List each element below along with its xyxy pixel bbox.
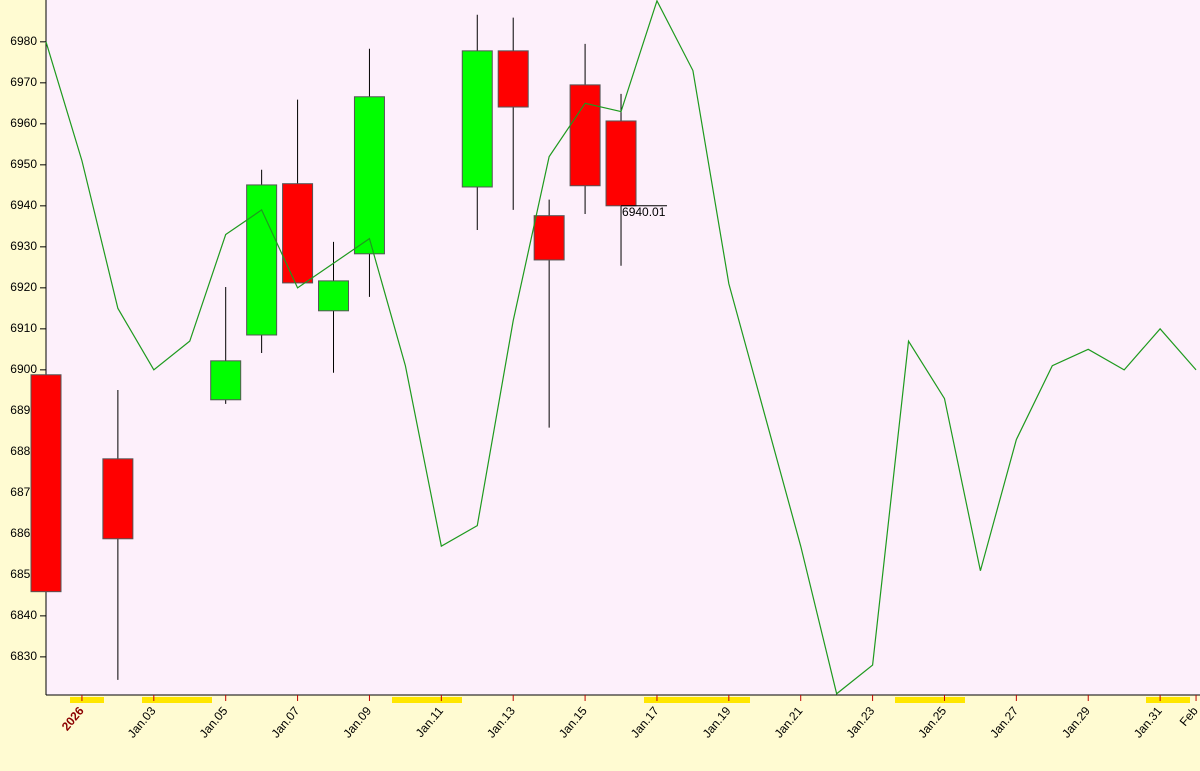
candle-body xyxy=(461,50,493,188)
candle-body xyxy=(282,183,314,284)
candle-body xyxy=(246,184,278,336)
y-tick-label: 6920 xyxy=(10,280,37,294)
candle-body xyxy=(497,50,529,108)
marker xyxy=(1146,697,1190,703)
weekend-markers xyxy=(70,697,1190,703)
y-tick-label: 6910 xyxy=(10,321,37,335)
y-tick-label: 6930 xyxy=(10,239,37,253)
y-tick-label: 6970 xyxy=(10,75,37,89)
y-tick-label: 6830 xyxy=(10,649,37,663)
y-tick-label: 6840 xyxy=(10,608,37,622)
candle-body xyxy=(569,84,601,187)
marker xyxy=(895,697,965,703)
marker xyxy=(392,697,462,703)
candle-body xyxy=(210,360,242,401)
candle-body xyxy=(533,215,565,261)
y-tick-label: 6960 xyxy=(10,116,37,130)
y-tick-label: 6980 xyxy=(10,34,37,48)
marker xyxy=(142,697,212,703)
candle-body xyxy=(605,120,637,207)
candle-body xyxy=(318,280,350,312)
marker xyxy=(644,697,750,703)
marker xyxy=(70,697,104,703)
last-close-label: 6940.01 xyxy=(622,205,666,219)
y-tick-label: 6940 xyxy=(10,198,37,212)
plot-area xyxy=(46,0,1200,695)
candle-body xyxy=(30,374,62,593)
candle-body xyxy=(102,458,134,540)
y-tick-label: 6950 xyxy=(10,157,37,171)
candle-body xyxy=(353,96,385,255)
line-series xyxy=(45,0,1197,695)
y-tick-label: 6900 xyxy=(10,362,37,376)
